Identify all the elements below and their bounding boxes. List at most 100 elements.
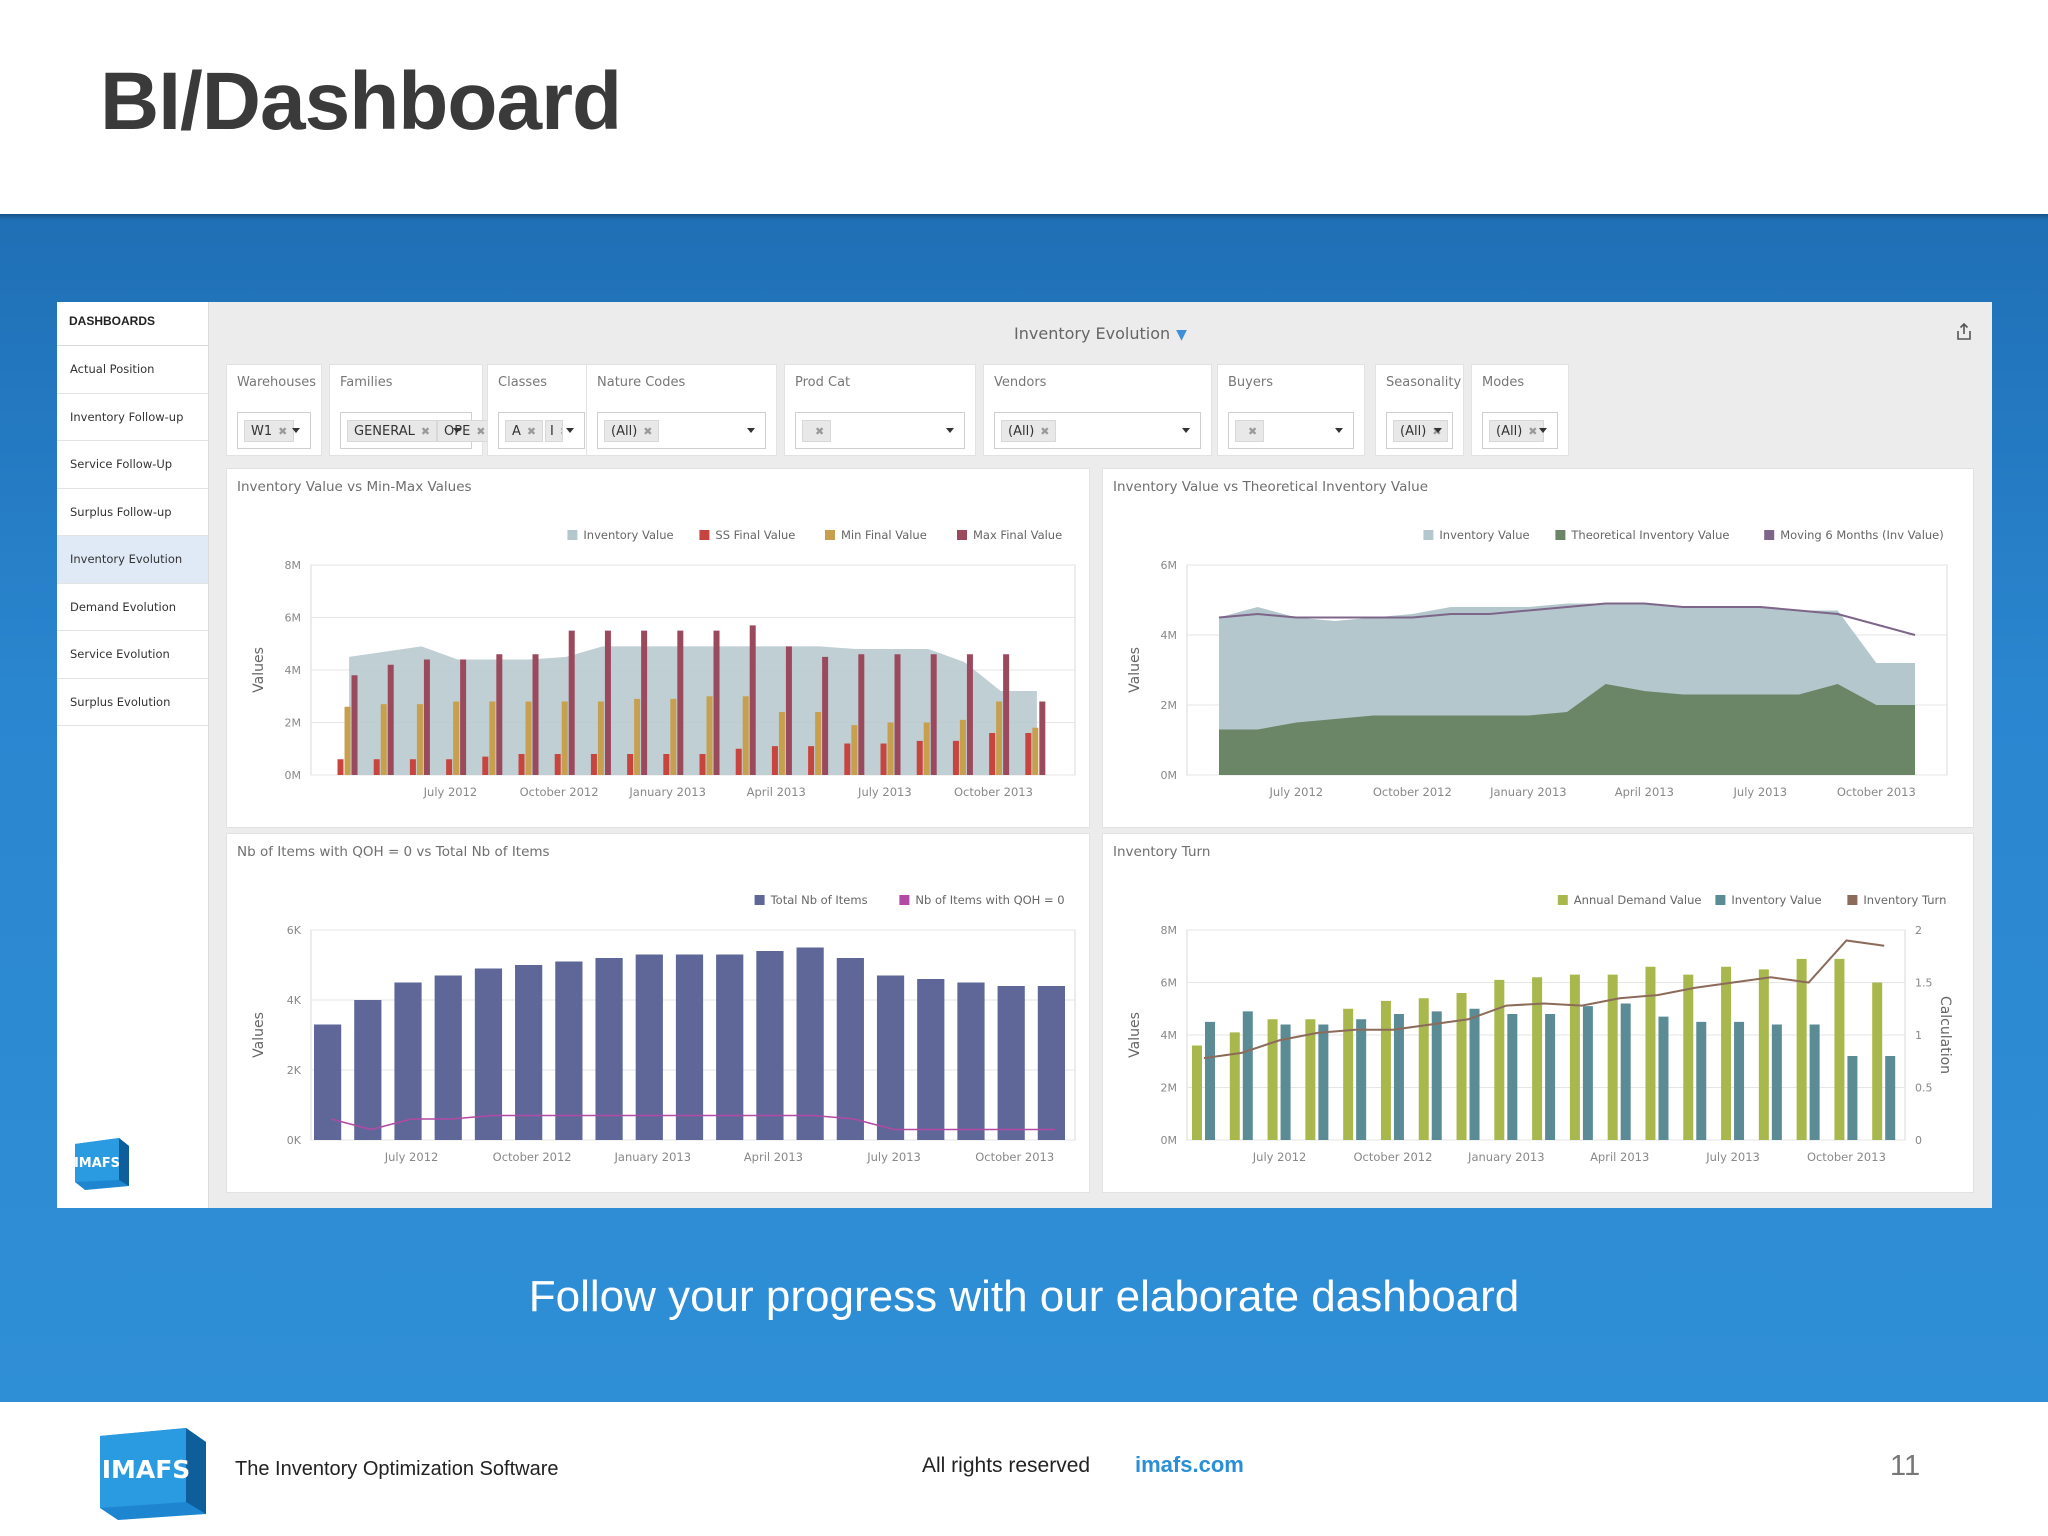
x-tick-label: October 2013 bbox=[975, 1150, 1054, 1164]
bar-inventory-value bbox=[1809, 1024, 1820, 1140]
line-inventory-turn bbox=[1203, 939, 1885, 1060]
sidebar-item-actual-position[interactable]: Actual Position bbox=[57, 346, 208, 394]
bar-max-final-value bbox=[568, 630, 575, 775]
x-tick-label: October 2013 bbox=[1807, 1150, 1886, 1164]
bar-total-nb-items bbox=[474, 968, 503, 1140]
filter-select-vendors[interactable]: (All) ✖ bbox=[994, 412, 1201, 449]
filter-nature-codes: Nature Codes (All) ✖ bbox=[586, 364, 777, 456]
imafs-logo: IMAFS bbox=[74, 1138, 129, 1190]
y-tick-label: 8M bbox=[1161, 924, 1178, 937]
bar-inventory-value bbox=[1356, 1019, 1367, 1140]
sidebar-item-inventory-evolution[interactable]: Inventory Evolution bbox=[57, 536, 208, 584]
bar-ss-final-value bbox=[880, 743, 887, 775]
filter-tag[interactable]: (All) ✖ bbox=[1489, 420, 1545, 442]
remove-tag-icon[interactable]: ✖ bbox=[476, 425, 486, 438]
filter-select-nature-codes[interactable]: (All) ✖ bbox=[597, 412, 766, 449]
bar-total-nb-items bbox=[434, 975, 462, 1140]
y-tick-label: 6M bbox=[1161, 977, 1178, 990]
chevron-down-icon[interactable] bbox=[1539, 428, 1547, 433]
filter-tag[interactable]: (All) ✖ bbox=[604, 420, 660, 442]
bar-annual-demand-value bbox=[1380, 1000, 1391, 1140]
x-tick-label: July 2012 bbox=[1269, 785, 1324, 799]
remove-tag-icon[interactable]: ✖ bbox=[560, 425, 562, 438]
filter-select-warehouses[interactable]: W1 ✖ bbox=[237, 412, 311, 449]
chart-inventory-turn: 0M 2M 4M 6M 8M Values 0 0.5 1 1.5 2 Calculation July… bbox=[1127, 893, 1953, 1164]
filter-tag[interactable]: OPE ✖ bbox=[437, 420, 493, 442]
bar-ss-final-value bbox=[699, 754, 706, 775]
y-tick-label: 6K bbox=[287, 924, 302, 937]
band-shadow bbox=[0, 214, 2048, 220]
chevron-down-icon[interactable] bbox=[566, 428, 574, 433]
bar-min-final-value bbox=[670, 698, 677, 775]
remove-tag-icon[interactable]: ✖ bbox=[526, 425, 537, 438]
x-tick-label: July 2012 bbox=[1252, 1150, 1307, 1164]
filter-tag[interactable]: (All) ✖ bbox=[1001, 420, 1057, 442]
remove-tag-icon[interactable]: ✖ bbox=[420, 425, 431, 438]
x-tick-label: April 2013 bbox=[747, 785, 806, 799]
remove-tag-icon[interactable]: ✖ bbox=[643, 425, 653, 438]
filter-tag[interactable]: GENERAL ✖ bbox=[347, 420, 438, 442]
y-axis-label: Values bbox=[251, 647, 267, 693]
dashboards-sidebar: DASHBOARDS Actual Position Inventory Foll… bbox=[57, 302, 209, 1208]
footer-software: The Inventory Optimization Software bbox=[235, 1458, 559, 1480]
x-tick-label: July 2013 bbox=[866, 1150, 921, 1164]
bar-total-nb-items bbox=[394, 982, 422, 1140]
bar-annual-demand-value bbox=[1192, 1045, 1202, 1140]
x-tick-label: January 2013 bbox=[628, 785, 706, 799]
bar-max-final-value bbox=[641, 630, 648, 775]
x-tick-label: July 2013 bbox=[857, 785, 912, 799]
bar-min-final-value bbox=[778, 712, 785, 775]
filter-select-prod-cat[interactable]: ✖ bbox=[795, 412, 965, 449]
chevron-down-icon[interactable] bbox=[1182, 428, 1190, 433]
y-tick-label: 0M bbox=[1161, 1134, 1178, 1147]
legend-label: Moving 6 Months (Inv Value) bbox=[1780, 528, 1944, 542]
filter-tag[interactable]: W1 ✖ bbox=[244, 420, 295, 442]
remove-tag-icon[interactable]: ✖ bbox=[1040, 425, 1050, 438]
filter-buyers: Buyers ✖ bbox=[1217, 364, 1365, 456]
sidebar-items: Actual Position Inventory Follow-up Servic… bbox=[57, 346, 208, 726]
chevron-down-icon[interactable] bbox=[292, 428, 300, 433]
y-tick-label: 4M bbox=[1161, 1029, 1178, 1042]
sidebar-item-service-follow-up[interactable]: Service Follow-Up bbox=[57, 441, 208, 489]
chevron-down-icon[interactable] bbox=[946, 428, 954, 433]
sidebar-item-service-evolution[interactable]: Service Evolution bbox=[57, 631, 208, 679]
bar-inventory-value bbox=[1469, 1008, 1480, 1140]
sidebar-item-inventory-follow-up[interactable]: Inventory Follow-up bbox=[57, 394, 208, 441]
bar-ss-final-value bbox=[409, 759, 416, 775]
remove-tag-icon[interactable]: ✖ bbox=[1248, 425, 1258, 438]
filter-tag-label: W1 bbox=[251, 424, 273, 439]
filter-select-classes[interactable]: A✖I✖ bbox=[498, 412, 585, 449]
y2-tick-label: 1.5 bbox=[1915, 977, 1933, 990]
sidebar-item-demand-evolution[interactable]: Demand Evolution bbox=[57, 584, 208, 631]
filter-tag[interactable]: I✖ bbox=[545, 420, 563, 442]
filter-tag[interactable]: ✖ bbox=[1235, 420, 1265, 442]
filter-select-buyers[interactable]: ✖ bbox=[1228, 412, 1354, 449]
chevron-down-icon[interactable] bbox=[747, 428, 755, 433]
export-icon[interactable] bbox=[1954, 322, 1974, 342]
filter-select-families[interactable]: GENERAL ✖ OPE ✖ bbox=[340, 412, 493, 449]
sidebar-item-surplus-follow-up[interactable]: Surplus Follow-up bbox=[57, 489, 208, 536]
x-tick-label: April 2013 bbox=[1615, 785, 1674, 799]
bar-annual-demand-value bbox=[1494, 979, 1505, 1140]
funnel-icon[interactable]: ▼ bbox=[1176, 327, 1187, 343]
filter-select-modes[interactable]: (All) ✖ bbox=[1482, 412, 1558, 449]
remove-tag-icon[interactable]: ✖ bbox=[815, 425, 825, 438]
sidebar-item-surplus-evolution[interactable]: Surplus Evolution bbox=[57, 679, 208, 726]
footer-url-link[interactable]: imafs.com bbox=[1135, 1452, 1244, 1477]
filter-label: Nature Codes bbox=[597, 375, 686, 390]
bar-annual-demand-value bbox=[1721, 966, 1732, 1140]
filter-select-seasonality[interactable]: (All) ✖ bbox=[1386, 412, 1453, 449]
filter-tag[interactable]: ✖ bbox=[802, 420, 832, 442]
page-number: 11 bbox=[1890, 1450, 1921, 1482]
x-tick-label: October 2012 bbox=[520, 785, 599, 799]
chevron-down-icon[interactable] bbox=[1335, 428, 1343, 433]
chevron-down-icon[interactable] bbox=[1434, 428, 1442, 433]
remove-tag-icon[interactable]: ✖ bbox=[278, 425, 288, 438]
remove-tag-icon[interactable]: ✖ bbox=[1528, 425, 1538, 438]
chevron-down-icon[interactable] bbox=[453, 428, 461, 433]
filter-tag[interactable]: A ✖ bbox=[505, 420, 544, 442]
filter-tag[interactable]: (All) ✖ bbox=[1393, 420, 1449, 442]
chart-panel-inventory-min-max: Inventory Value vs Min-Max Values 0M 2M 4M… bbox=[226, 468, 1090, 828]
